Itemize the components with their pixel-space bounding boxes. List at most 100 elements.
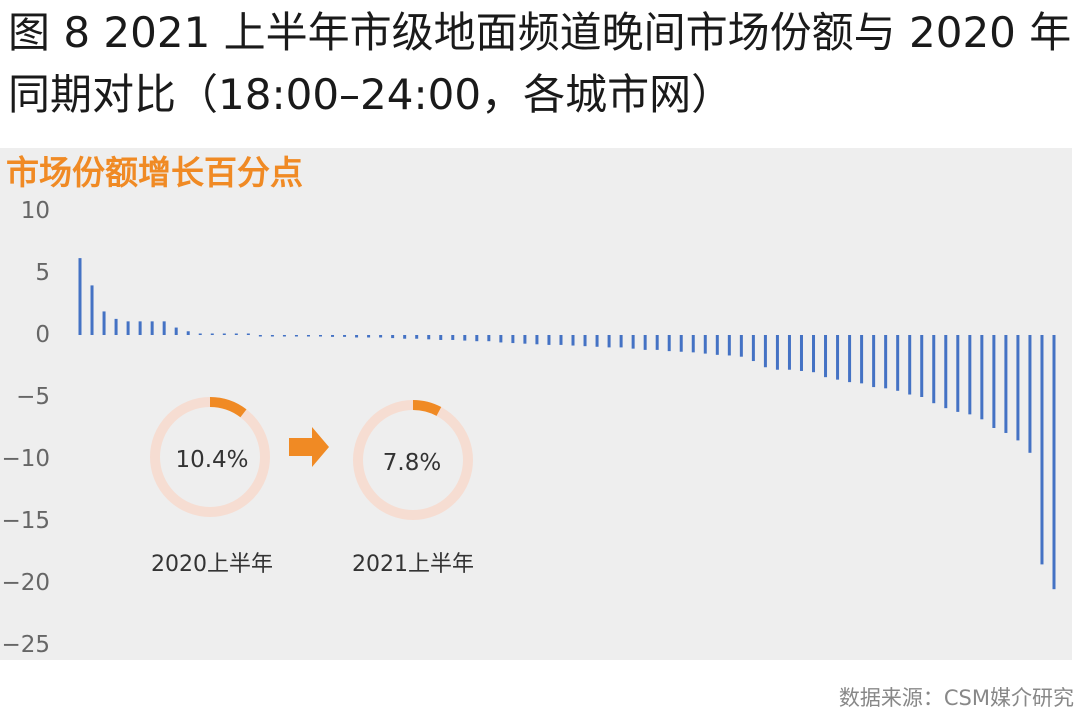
bar	[1004, 335, 1008, 433]
bar	[583, 335, 587, 347]
y-tick-label: −15	[1, 508, 50, 534]
y-tick-label: 10	[20, 198, 50, 224]
bar	[1028, 335, 1032, 453]
ring-label-2021: 2021上半年	[352, 552, 474, 577]
bar	[463, 335, 467, 341]
source-note: 数据来源：CSM媒介研究	[838, 686, 1074, 710]
bar	[523, 335, 527, 344]
bar	[343, 335, 347, 337]
bar	[667, 335, 671, 352]
bar	[920, 335, 924, 397]
bar	[162, 321, 166, 335]
bar	[860, 335, 864, 384]
bar	[619, 335, 623, 348]
bar	[787, 335, 791, 370]
bar	[679, 335, 683, 352]
chart-panel	[0, 148, 1072, 660]
bar	[944, 335, 948, 409]
bar	[403, 335, 407, 339]
bar	[511, 335, 515, 344]
bar	[306, 335, 310, 337]
comparison-inset	[150, 397, 473, 520]
bar	[607, 335, 611, 348]
bar	[836, 335, 840, 380]
bar	[631, 335, 635, 349]
bar	[379, 335, 383, 338]
bar	[956, 335, 960, 412]
ring-label-2020: 2020上半年	[151, 552, 273, 577]
bar	[799, 335, 803, 371]
y-tick-label: 0	[35, 322, 50, 348]
bar	[751, 335, 755, 362]
bar	[715, 335, 719, 355]
bar	[150, 321, 154, 335]
bar	[932, 335, 936, 404]
bar	[595, 335, 599, 347]
bar-series	[78, 258, 1056, 590]
bar	[884, 335, 888, 389]
bar	[126, 321, 130, 335]
bar	[258, 335, 262, 337]
bar	[691, 335, 695, 353]
bar	[186, 331, 190, 335]
bar	[643, 335, 647, 350]
ring-progress-arc	[412, 400, 442, 416]
y-tick-label: −25	[1, 632, 50, 658]
bar	[896, 335, 900, 391]
bar	[270, 335, 274, 337]
ring-value-2021: 7.8%	[382, 450, 442, 476]
bar	[775, 335, 779, 370]
bar	[547, 335, 551, 345]
bar	[968, 335, 972, 415]
bar	[824, 335, 828, 378]
bar	[1040, 335, 1044, 565]
bar	[318, 335, 322, 337]
y-tick-label: −5	[16, 384, 50, 410]
bar	[427, 335, 431, 340]
bar	[439, 335, 443, 340]
bar	[872, 335, 876, 388]
bar	[114, 318, 118, 335]
bar	[703, 335, 707, 354]
bar	[1052, 335, 1056, 590]
y-tick-label: −20	[1, 570, 50, 596]
bar	[210, 333, 214, 335]
bar	[451, 335, 455, 340]
bar	[848, 335, 852, 383]
bar	[391, 335, 395, 339]
bar	[102, 311, 106, 335]
bar	[234, 333, 238, 335]
bar	[727, 335, 731, 356]
bar	[763, 335, 767, 368]
arrow-right-icon	[289, 427, 329, 467]
bar	[499, 335, 503, 343]
bar	[355, 335, 359, 338]
bar	[78, 258, 82, 335]
bar	[980, 335, 984, 420]
bar	[90, 285, 94, 335]
bar	[535, 335, 539, 345]
bar	[282, 335, 286, 337]
y-axis-label: 市场份额增长百分点	[6, 153, 303, 192]
bar	[415, 335, 419, 339]
bar	[174, 327, 178, 335]
bar	[246, 333, 250, 335]
bar	[739, 335, 743, 357]
bar	[138, 321, 142, 335]
bar	[908, 335, 912, 395]
bar	[992, 335, 996, 428]
page-title: 图 8 2021 上半年市级地面频道晚间市场份额与 2020 年同期对比（18:…	[8, 8, 1072, 119]
bar	[487, 335, 491, 342]
bar	[367, 335, 371, 338]
bar	[475, 335, 479, 342]
bar	[655, 335, 659, 350]
bar	[559, 335, 563, 345]
bar	[294, 335, 298, 337]
y-tick-label: −10	[1, 446, 50, 472]
ring-progress-arc	[209, 397, 247, 418]
bar	[812, 335, 816, 373]
bar	[331, 335, 335, 337]
y-tick-label: 5	[35, 260, 50, 286]
ring-value-2020: 10.4%	[175, 447, 249, 473]
